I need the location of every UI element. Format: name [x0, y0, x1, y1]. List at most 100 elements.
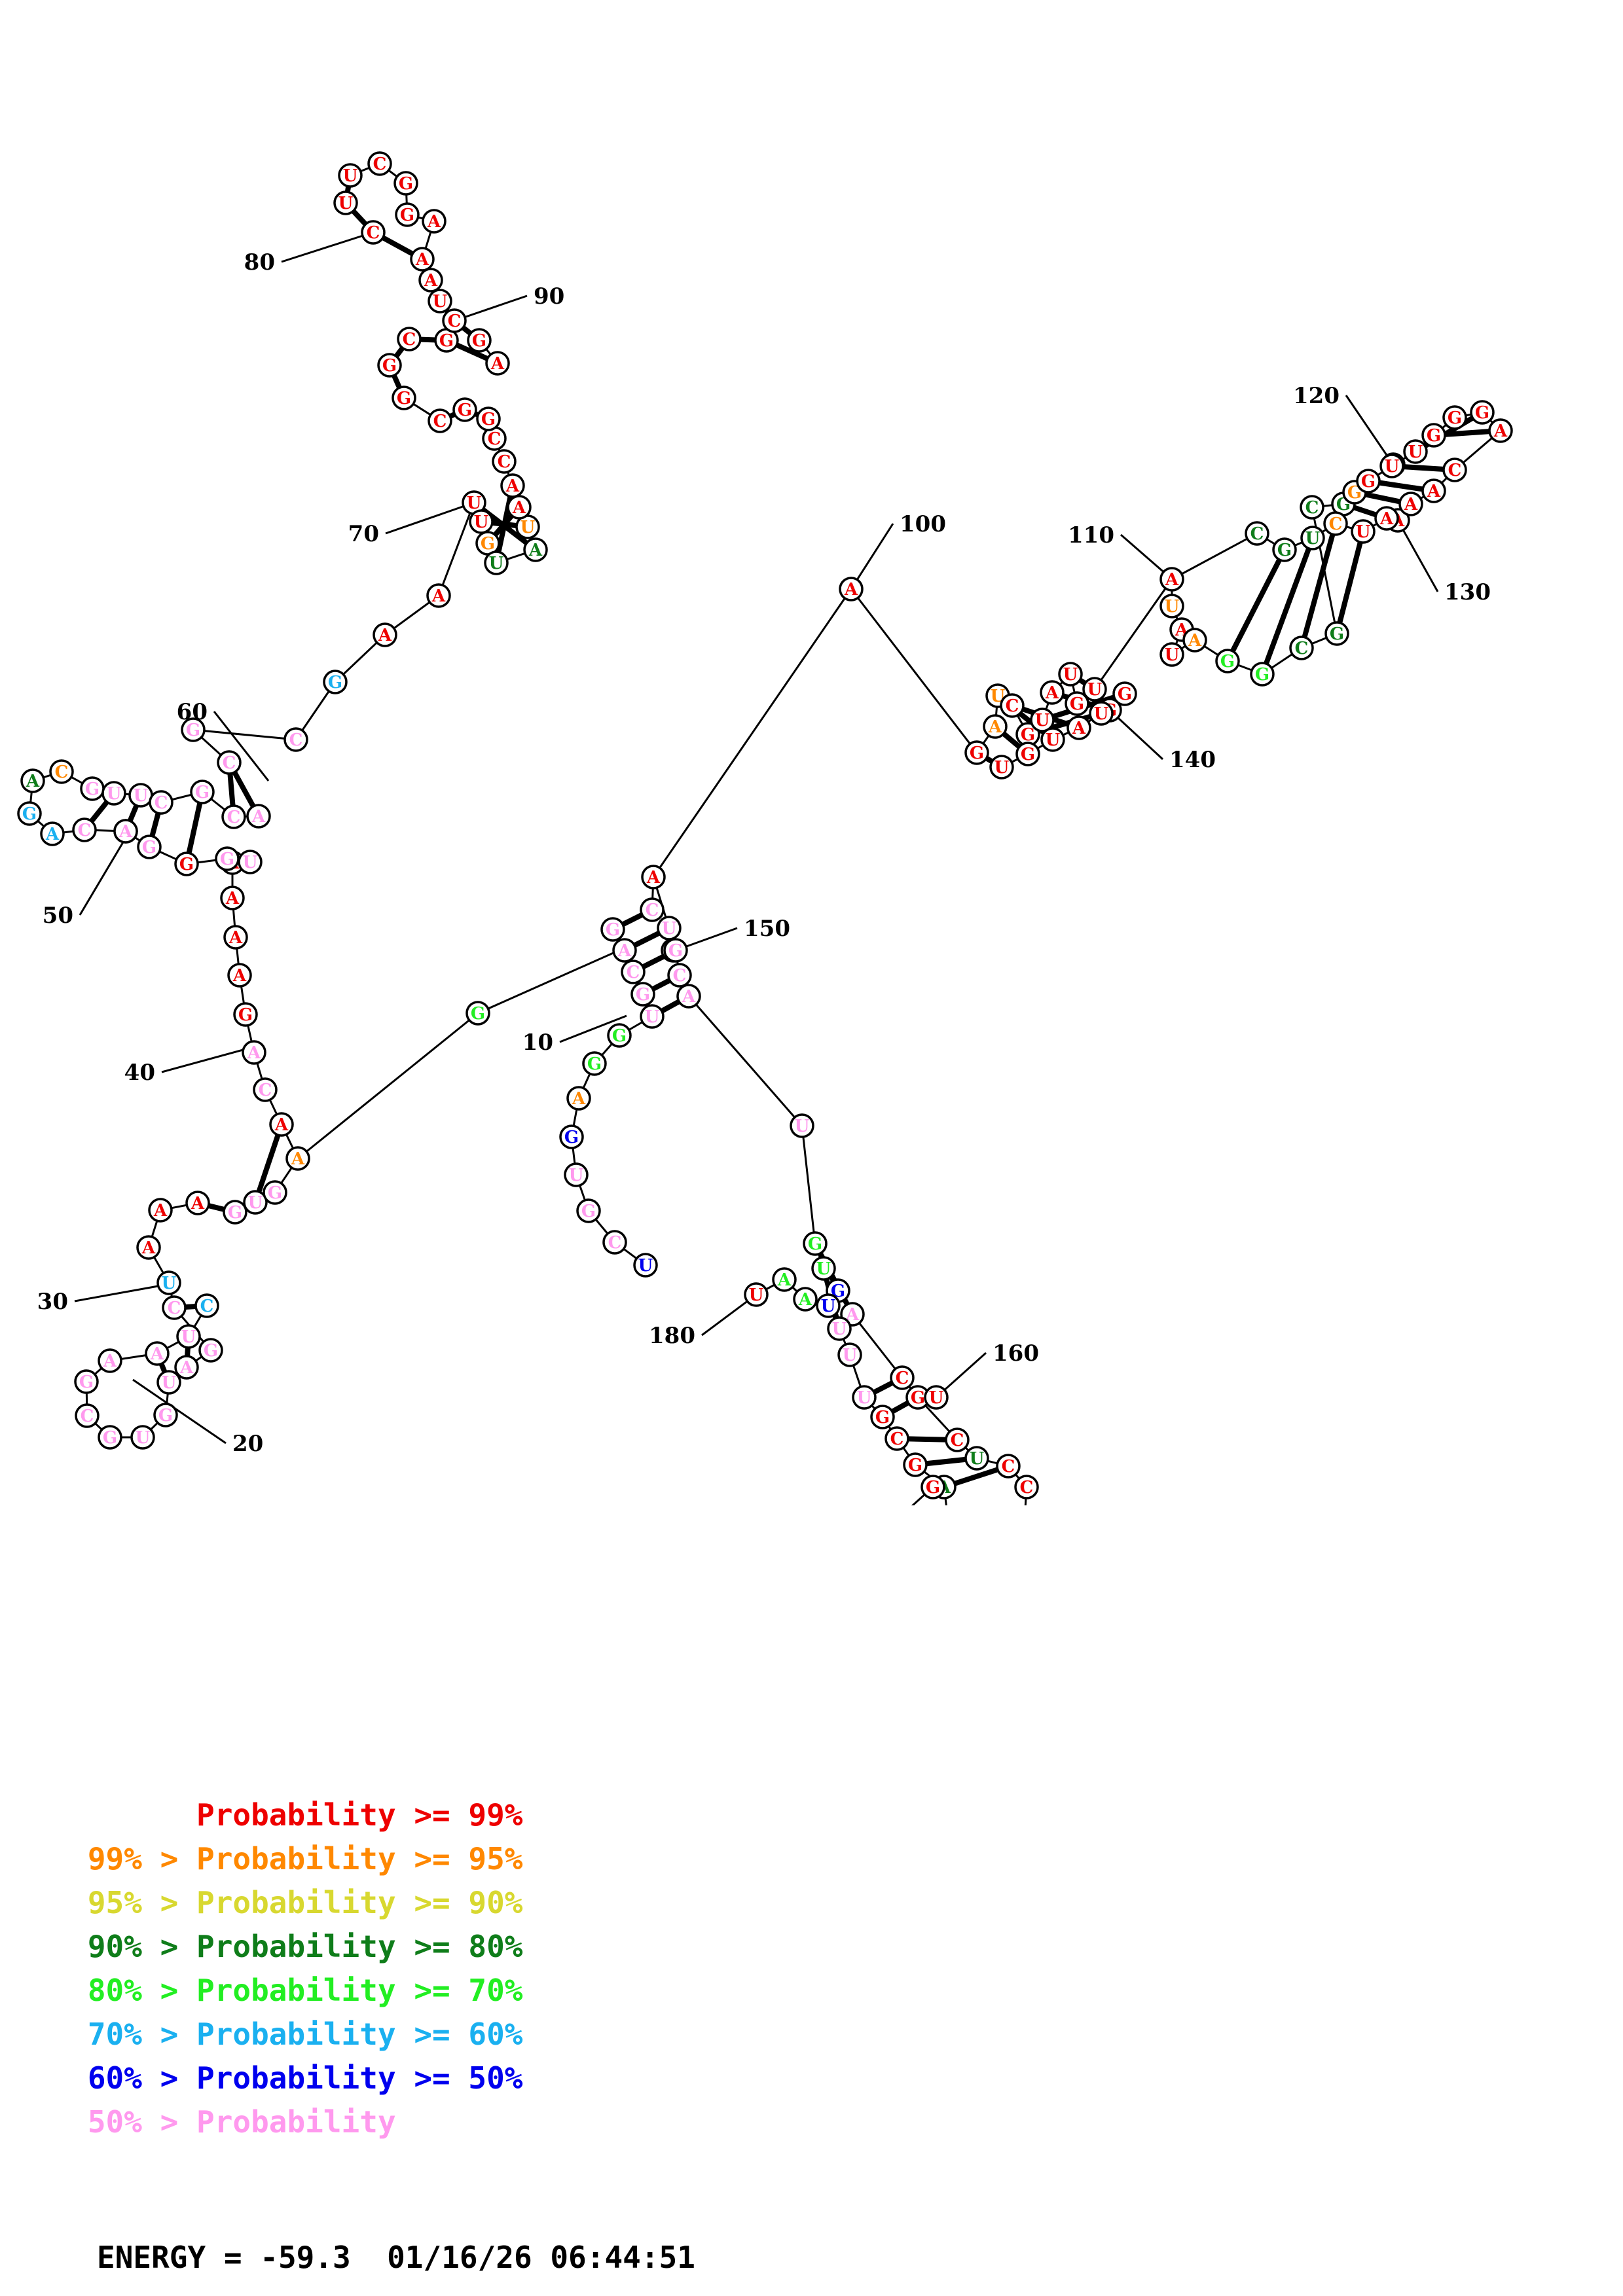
base-155: U	[811, 1256, 836, 1281]
base-letter: C	[1250, 524, 1264, 544]
base-174: U	[852, 1385, 877, 1410]
base-letter: C	[155, 793, 168, 813]
legend-text-99: Probability >= 99%	[196, 1797, 523, 1833]
base-4: U	[564, 1162, 589, 1187]
base-letter: G	[1118, 685, 1132, 704]
legend-lhs-50: 60% >	[87, 2060, 196, 2096]
base-106: A	[1040, 680, 1065, 705]
base-letter: A	[103, 1352, 117, 1371]
base-111: U	[1159, 594, 1184, 619]
base-23: G	[98, 1425, 122, 1450]
base-letter: G	[970, 744, 984, 763]
base-letter: A	[232, 966, 247, 986]
base-71: U	[469, 509, 494, 534]
base-80: C	[361, 220, 386, 245]
legend-text-70: Probability >= 70%	[196, 1973, 523, 2008]
base-letter: C	[1329, 514, 1343, 534]
base-letter: G	[911, 1388, 925, 1408]
base-letter: C	[367, 223, 380, 243]
legend-row-70: 80% > Probability >= 70%	[0, 1969, 917, 2013]
base-letter: A	[682, 987, 696, 1007]
base-177: U	[816, 1293, 841, 1318]
leader-line-60	[213, 711, 270, 781]
base-73: U	[484, 550, 509, 575]
legend-row-low: 50% > Probability	[0, 2100, 917, 2144]
base-letter: G	[612, 1026, 627, 1046]
base-letter: C	[646, 901, 659, 920]
base-151: C	[667, 963, 692, 988]
base-letter: C	[896, 1369, 909, 1388]
base-48: G	[174, 852, 199, 876]
base-123: G	[1356, 469, 1381, 493]
base-31: A	[136, 1235, 161, 1260]
base-letter: A	[141, 1238, 156, 1258]
base-letter: G	[238, 1005, 253, 1025]
legend-text-80: Probability >= 80%	[196, 1929, 523, 1964]
legend-row-80: 90% > Probability >= 80%	[0, 1925, 917, 1969]
base-3: G	[576, 1198, 601, 1223]
base-89: G	[467, 328, 492, 353]
base-letter: U	[181, 1327, 196, 1347]
position-leader-lines	[74, 231, 1439, 1505]
base-letter: G	[22, 804, 37, 824]
base-35: U	[243, 1190, 268, 1215]
legend-text-low: Probability	[196, 2104, 396, 2140]
base-22: C	[75, 1403, 100, 1428]
base-150: G	[663, 938, 688, 963]
leader-line-80	[281, 231, 374, 263]
base-39: C	[253, 1077, 278, 1102]
base-19: A	[145, 1341, 170, 1366]
base-55: A	[20, 768, 45, 793]
base-51: A	[113, 819, 138, 844]
base-letter: U	[816, 1259, 831, 1279]
base-11: C	[621, 960, 646, 984]
base-44: A	[220, 886, 245, 910]
base-letter: C	[627, 963, 640, 982]
base-letter: A	[1427, 482, 1441, 501]
base-83: C	[428, 408, 452, 433]
base-99: U	[333, 190, 358, 215]
base-letter: A	[1379, 509, 1394, 529]
base-95: G	[395, 202, 420, 227]
base-letter: U	[107, 784, 122, 804]
leader-line-120	[1345, 395, 1395, 465]
base-93: A	[410, 247, 435, 272]
position-number-10: 10	[522, 1030, 553, 1056]
base-42: A	[227, 963, 252, 988]
base-86: C	[397, 327, 422, 351]
base-letter: A	[646, 868, 661, 888]
base-75: U	[515, 514, 540, 539]
base-88: A	[485, 351, 510, 376]
base-letter: G	[439, 331, 454, 351]
base-letter: C	[488, 429, 501, 449]
base-91: U	[428, 289, 452, 314]
base-letter: U	[1408, 442, 1423, 462]
base-53: A	[40, 821, 65, 846]
base-letter: A	[1072, 719, 1086, 738]
base-94: A	[422, 209, 447, 234]
base-letter: C	[1448, 461, 1462, 480]
base-56: C	[49, 759, 74, 784]
base-letter: U	[1165, 597, 1180, 617]
base-letter: G	[808, 1234, 822, 1254]
base-153: U	[790, 1113, 814, 1138]
base-letter: U	[569, 1166, 584, 1185]
base-letter: U	[162, 1274, 177, 1293]
base-12: A	[612, 938, 637, 963]
base-letter: C	[673, 966, 687, 986]
base-15: A	[641, 865, 666, 889]
base-103: C	[1000, 693, 1025, 718]
base-6: A	[566, 1086, 591, 1111]
base-113: U	[1159, 642, 1184, 667]
base-letter: G	[581, 1202, 596, 1221]
base-letter: U	[645, 1007, 660, 1027]
base-100: A	[839, 577, 864, 601]
base-54: G	[17, 801, 42, 826]
base-128: G	[1470, 400, 1495, 425]
base-letter: C	[403, 330, 416, 350]
base-33: A	[185, 1191, 210, 1215]
base-letter: G	[195, 783, 210, 802]
leader-line-30	[74, 1283, 170, 1302]
